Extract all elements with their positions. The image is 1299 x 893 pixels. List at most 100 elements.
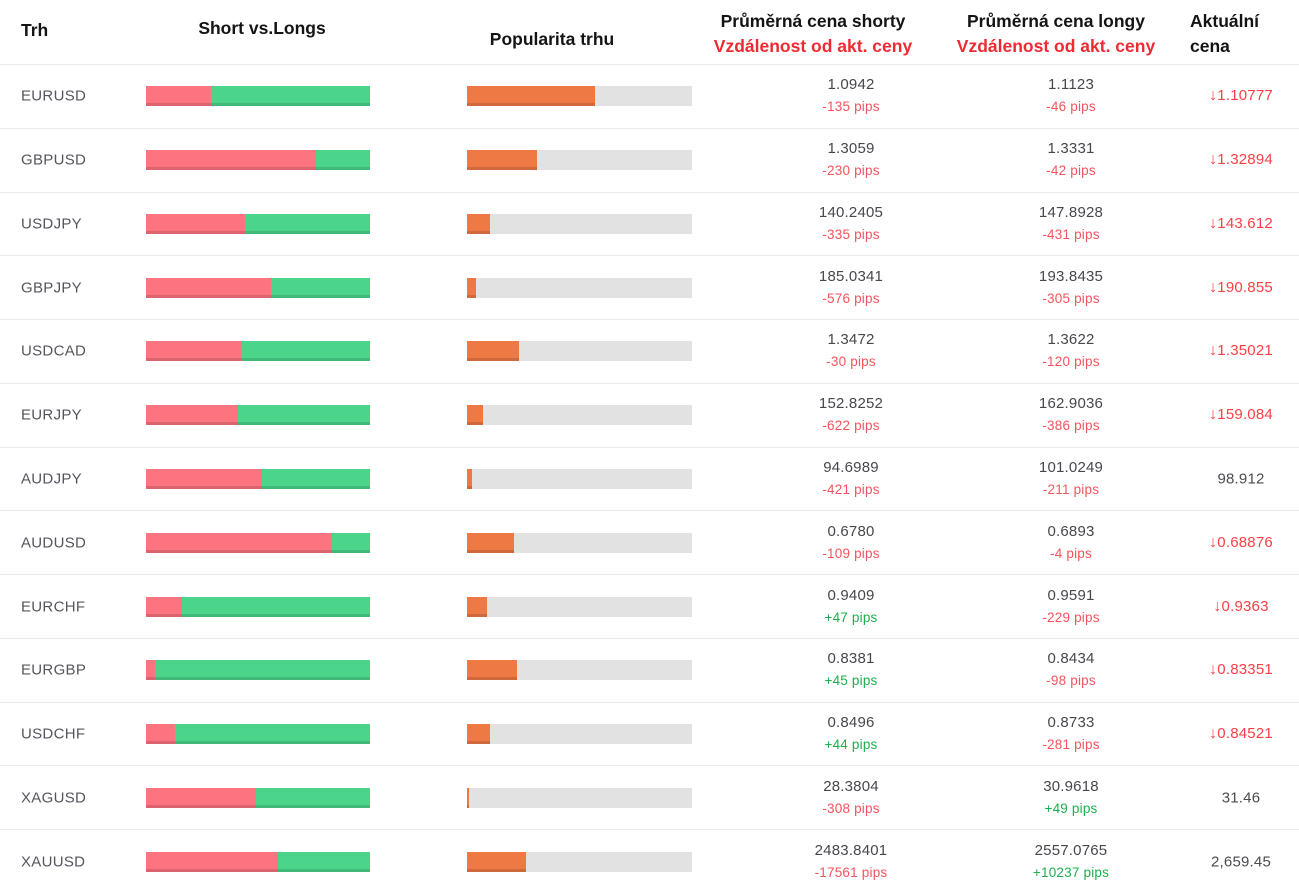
down-arrow-icon: ↓ [1209,406,1218,424]
market-label: GBPJPY [21,279,82,297]
avg-long-distance: -229 pips [1042,609,1100,625]
market-label: XAGUSD [21,789,87,807]
market-label: GBPUSD [21,151,87,169]
avg-long-price: 0.9591 [1047,586,1095,604]
popularity-fill [467,851,526,872]
table-row[interactable]: USDCAD 1.3472 -30 pips 1.3622 -120 pips ↓1.35… [0,320,1299,384]
short-vs-long-bar [146,405,370,426]
avg-long-price-cell: 0.9591 -229 pips [951,586,1191,628]
table-row[interactable]: EURJPY 152.8252 -622 pips 162.9036 -386 pips… [0,384,1299,448]
market-label: USDJPY [21,215,82,233]
current-price: 31.46 [1221,789,1261,807]
avg-short-price-cell: 1.3059 -230 pips [731,139,971,181]
avg-short-distance: -135 pips [822,99,880,115]
avg-short-price-cell: 185.0341 -576 pips [731,267,971,309]
table-row[interactable]: AUDUSD 0.6780 -109 pips 0.6893 -4 pips ↓0.688… [0,511,1299,576]
avg-long-price-cell: 0.8434 -98 pips [951,649,1191,691]
long-bar-segment [316,150,370,171]
long-bar-segment [237,405,370,426]
long-bar-segment [271,277,370,298]
market-label: EURUSD [21,87,87,105]
avg-long-price: 30.9618 [1043,777,1099,795]
current-price: 159.084 [1217,406,1273,424]
table-row[interactable]: AUDJPY 94.6989 -421 pips 101.0249 -211 pips 9… [0,448,1299,512]
down-arrow-icon: ↓ [1209,725,1218,743]
avg-short-price: 140.2405 [818,203,884,221]
avg-long-distance: -305 pips [1042,290,1100,306]
market-label: XAUUSD [21,853,86,871]
avg-long-price-cell: 101.0249 -211 pips [951,458,1191,500]
table-row[interactable]: USDJPY 140.2405 -335 pips 147.8928 -431 pips… [0,193,1299,257]
popularity-bar [467,468,692,489]
short-bar-segment [146,724,176,745]
short-vs-long-bar [146,787,370,808]
table-row[interactable]: EURCHF 0.9409 +47 pips 0.9591 -229 pips ↓0.93… [0,575,1299,639]
avg-long-distance: -46 pips [1046,99,1096,115]
table-row[interactable]: EURGBP 0.8381 +45 pips 0.8434 -98 pips ↓0.833… [0,639,1299,703]
current-price-cell: ↓0.68876 [1186,534,1296,552]
popularity-fill [467,405,483,426]
avg-short-distance: -335 pips [822,226,880,242]
avg-short-price: 1.3472 [827,331,875,349]
current-price-cell: ↓0.83351 [1186,661,1296,679]
short-vs-long-bar [146,150,370,171]
avg-short-distance: -30 pips [826,354,876,370]
avg-long-distance: -98 pips [1046,673,1096,689]
popularity-fill [467,596,488,617]
current-price-cell: 2,659.45 [1186,853,1296,870]
avg-long-distance: -386 pips [1042,418,1100,434]
short-bar-segment [146,468,263,489]
avg-long-price: 0.6893 [1047,522,1095,540]
short-bar-segment [146,213,245,234]
long-bar-segment [175,724,370,745]
table-row[interactable]: GBPUSD 1.3059 -230 pips 1.3331 -42 pips ↓1.32… [0,129,1299,193]
current-price: 2,659.45 [1211,853,1271,871]
table-row[interactable]: XAUUSD 2483.8401 -17561 pips 2557.0765 +1023… [0,830,1299,893]
short-vs-long-bar [146,277,370,298]
short-bar-segment [146,660,155,681]
popularity-fill [467,213,490,234]
short-bar-segment [146,277,272,298]
table-row[interactable]: XAGUSD 28.3804 -308 pips 30.9618 +49 pips 31.… [0,766,1299,831]
short-bar-segment [146,150,317,171]
short-vs-long-bar [146,660,370,681]
avg-short-distance: -421 pips [822,481,880,497]
current-price-cell: ↓190.855 [1186,279,1296,297]
short-bar-segment [146,787,256,808]
avg-long-price-cell: 193.8435 -305 pips [951,267,1191,309]
current-price-cell: ↓143.612 [1186,215,1296,233]
popularity-fill [467,277,476,298]
popularity-bar [467,405,692,426]
short-bar-segment [146,86,211,107]
long-bar-segment [181,596,370,617]
header-avg-long-price: Průměrná cena longy Vzdálenost od akt. c… [935,9,1177,59]
long-bar-segment [154,660,370,681]
avg-short-price-cell: 152.8252 -622 pips [731,394,971,436]
avg-short-price: 0.8496 [827,714,875,732]
short-bar-segment [146,596,182,617]
header-market: Trh [21,20,49,40]
avg-short-distance: -17561 pips [814,864,888,880]
current-price-cell: ↓1.32894 [1186,151,1296,169]
popularity-fill [467,468,472,489]
current-price-cell: ↓0.84521 [1186,725,1296,743]
current-price: 0.9363 [1221,597,1269,615]
table-row[interactable]: EURUSD 1.0942 -135 pips 1.1123 -46 pips ↓1.10… [0,65,1299,129]
avg-short-price-cell: 0.6780 -109 pips [731,522,971,564]
down-arrow-icon: ↓ [1209,342,1218,360]
popularity-bar [467,596,692,617]
avg-short-price-cell: 1.0942 -135 pips [731,75,971,117]
long-bar-segment [331,532,370,553]
down-arrow-icon: ↓ [1209,87,1218,105]
avg-long-price-cell: 1.3622 -120 pips [951,330,1191,372]
popularity-bar [467,787,692,808]
table-row[interactable]: USDCHF 0.8496 +44 pips 0.8733 -281 pips ↓0.84… [0,703,1299,767]
down-arrow-icon: ↓ [1209,278,1218,296]
popularity-fill [467,787,470,808]
avg-short-price-cell: 2483.8401 -17561 pips [731,841,971,883]
header-avg-short-distance: Vzdálenost od akt. ceny [713,36,913,56]
table-row[interactable]: GBPJPY 185.0341 -576 pips 193.8435 -305 pips… [0,256,1299,321]
avg-short-price: 0.8381 [827,650,875,668]
short-bar-segment [146,532,332,553]
